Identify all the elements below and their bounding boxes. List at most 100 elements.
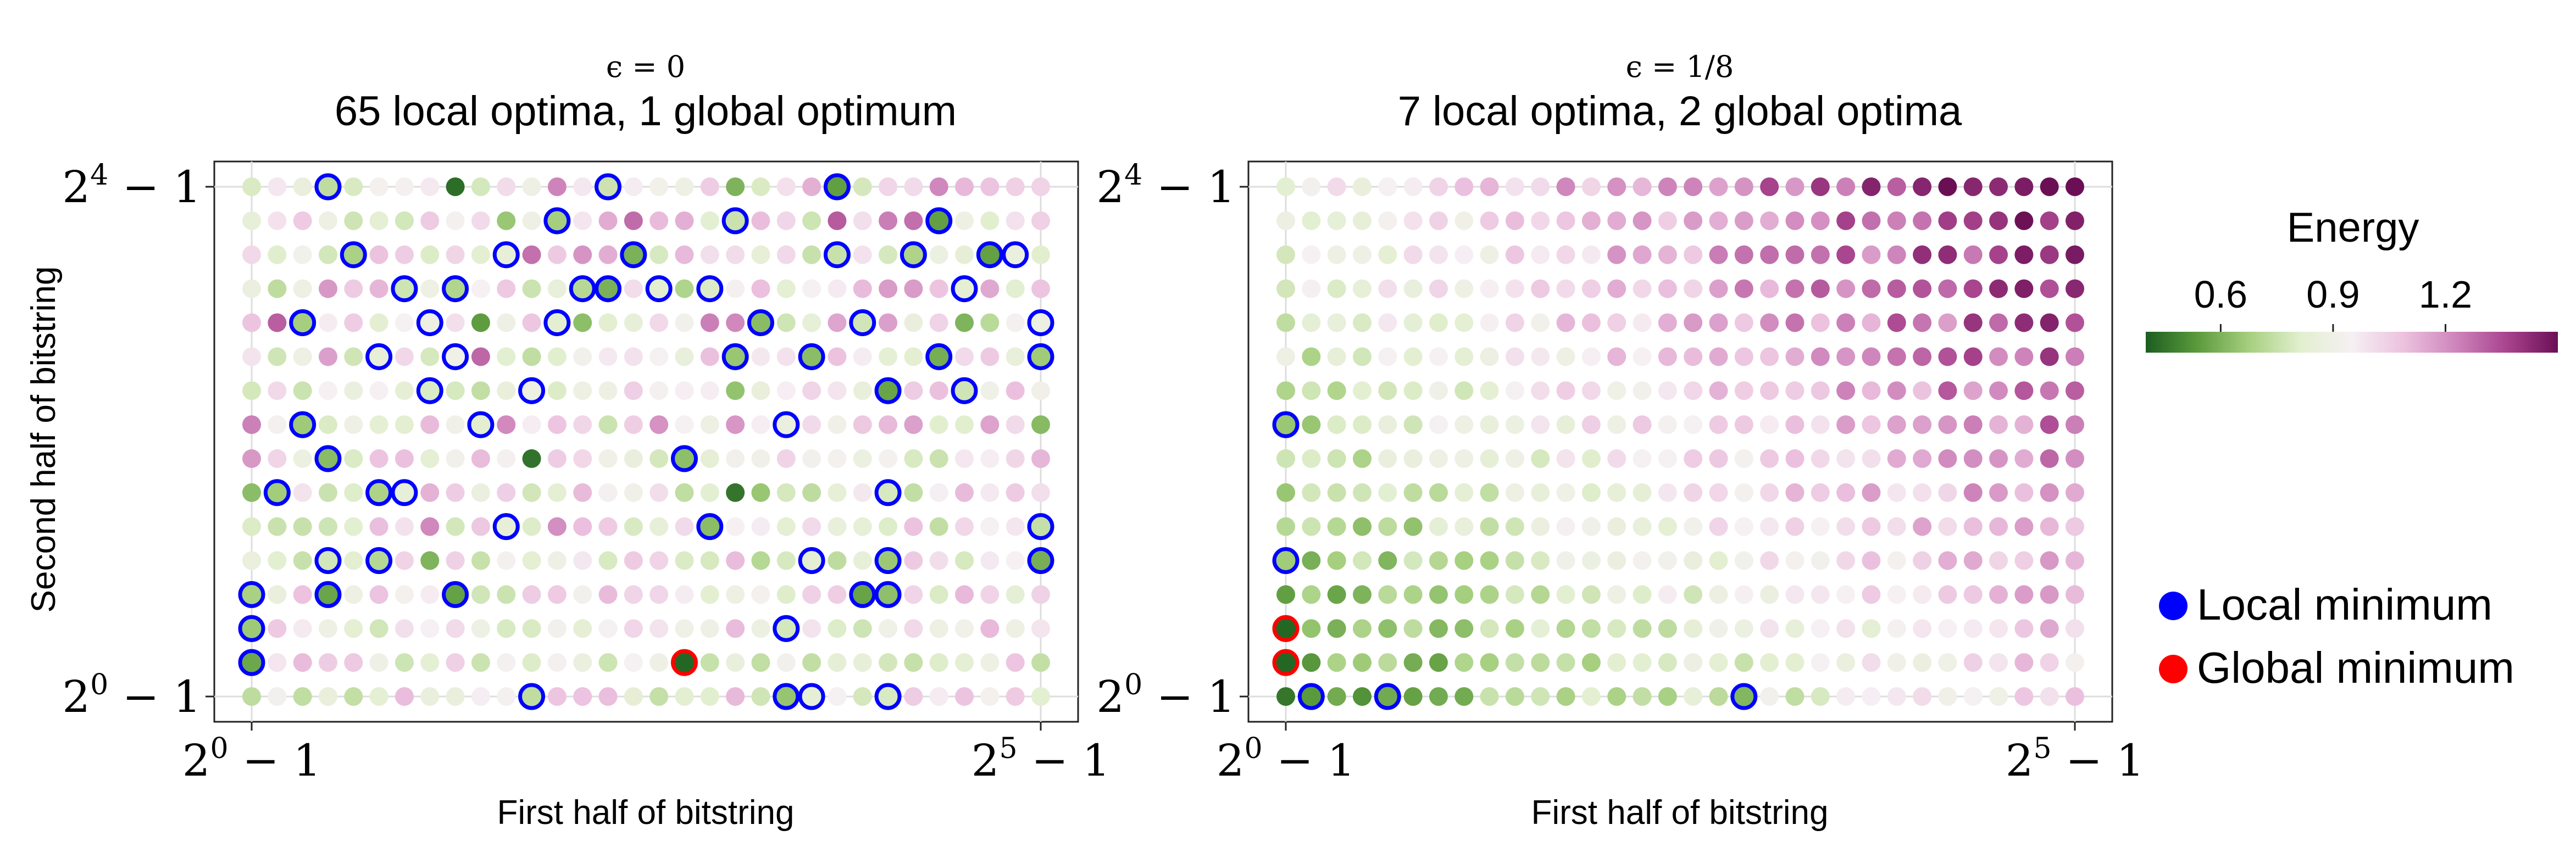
x-tick-label: 20 − 1 [182, 732, 321, 786]
data-point [471, 449, 490, 468]
data-point [1658, 211, 1677, 230]
data-point [1480, 585, 1499, 604]
data-point [929, 483, 948, 502]
data-point [1887, 449, 1906, 468]
colorbar: Energy 0.6 0.9 1.2 [2146, 204, 2558, 353]
data-point [497, 313, 516, 332]
data-point [853, 483, 872, 502]
data-point [980, 517, 1000, 536]
data-point [268, 211, 287, 230]
data-point [1989, 245, 2008, 264]
data-point [318, 483, 337, 502]
data-point [828, 653, 847, 672]
data-point [1963, 245, 1983, 264]
data-point [1581, 483, 1601, 502]
data-point [497, 619, 516, 638]
data-point [1938, 415, 1957, 434]
local-minimum-point [951, 377, 978, 404]
local-minimum-point [1272, 411, 1300, 438]
data-point [1938, 551, 1957, 570]
data-point [649, 653, 669, 672]
data-point [776, 245, 796, 264]
local-minimum-point [365, 547, 393, 575]
data-point [751, 483, 770, 502]
data-point [573, 585, 592, 604]
data-point [293, 211, 312, 230]
data-point [522, 483, 541, 502]
data-point [395, 687, 414, 706]
data-point [1378, 415, 1397, 434]
data-point [1480, 449, 1499, 468]
data-point [1684, 551, 1703, 570]
data-point [1378, 585, 1397, 604]
data-point [1581, 279, 1601, 298]
data-point [471, 245, 490, 264]
local-minimum-point [595, 173, 622, 200]
data-point [1709, 551, 1728, 570]
data-point [1327, 551, 1346, 570]
local-minimum-point [874, 547, 902, 575]
data-point [1963, 211, 1983, 230]
data-point [547, 517, 567, 536]
data-point [1006, 381, 1025, 400]
data-point [904, 347, 923, 366]
data-point [1531, 313, 1550, 332]
data-point [980, 381, 1000, 400]
data-point [1811, 313, 1830, 332]
data-point [675, 313, 694, 332]
data-point [573, 551, 592, 570]
data-point [929, 619, 948, 638]
data-point [1785, 211, 1805, 230]
data-point [522, 177, 541, 196]
data-point [1327, 517, 1346, 536]
data-point [598, 687, 618, 706]
data-point [1658, 687, 1677, 706]
local-minimum-point [1002, 241, 1029, 269]
data-point [1302, 653, 1321, 672]
data-point [1862, 483, 1881, 502]
data-point [1785, 177, 1805, 196]
data-point [497, 347, 516, 366]
data-point [395, 245, 414, 264]
colorbar-gradient [2146, 332, 2558, 353]
data-point [1734, 415, 1753, 434]
local-minimum-point [289, 309, 317, 336]
data-point [751, 347, 770, 366]
data-point [446, 381, 465, 400]
data-point [675, 347, 694, 366]
local-minimum-point [314, 445, 342, 472]
data-point [1505, 449, 1524, 468]
data-point [1734, 381, 1753, 400]
panel-left-frame [213, 160, 1079, 723]
data-point [1684, 313, 1703, 332]
local-minimum-point [1272, 547, 1300, 575]
local-minimum-point [1297, 683, 1325, 710]
data-point [828, 585, 847, 604]
data-point [1531, 449, 1550, 468]
data-point [1505, 211, 1524, 230]
data-point [929, 517, 948, 536]
data-point [293, 619, 312, 638]
data-point [955, 687, 974, 706]
data-point [369, 653, 388, 672]
data-point [700, 245, 719, 264]
data-point [1531, 585, 1550, 604]
data-point [1403, 551, 1423, 570]
data-point [1327, 449, 1346, 468]
data-point [853, 347, 872, 366]
data-point [1352, 381, 1372, 400]
data-point [522, 347, 541, 366]
data-point [1938, 449, 1957, 468]
data-point [1989, 619, 2008, 638]
data-point [344, 313, 363, 332]
data-point [2040, 687, 2059, 706]
data-point [1862, 551, 1881, 570]
data-point [1658, 449, 1677, 468]
y-tick-label: 20 − 1 [62, 668, 201, 722]
data-point [1454, 347, 1474, 366]
data-point [1633, 381, 1652, 400]
data-point [1938, 313, 1957, 332]
colorbar-tick-label: 1.2 [2419, 273, 2472, 316]
data-point [1352, 653, 1372, 672]
